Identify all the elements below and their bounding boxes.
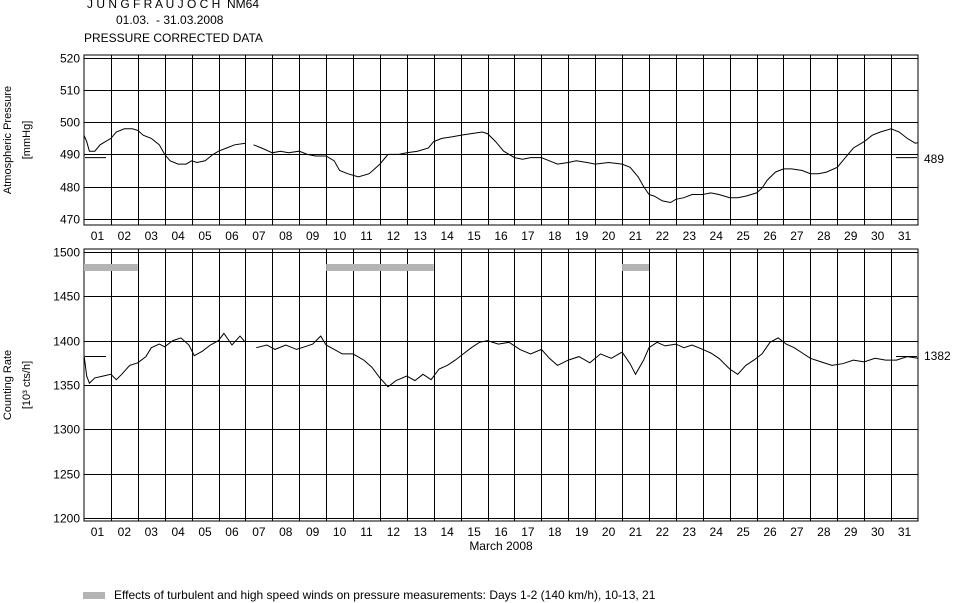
pressure-ytick-label: 520: [60, 52, 80, 66]
counting_rate-xtick-label: 19: [575, 525, 589, 539]
counting_rate-ytick-label: 1350: [53, 379, 80, 393]
pressure-xtick-label: 22: [656, 229, 670, 243]
counting_rate-xtick-label: 30: [871, 525, 885, 539]
pressure-xtick-label: 04: [171, 229, 185, 243]
pressure-reference-label: 489: [924, 152, 944, 166]
counting_rate-xtick-label: 21: [629, 525, 643, 539]
legend-text: Effects of turbulent and high speed wind…: [114, 588, 656, 602]
pressure-xtick-label: 01: [91, 229, 105, 243]
counting_rate-xtick-label: 09: [306, 525, 320, 539]
pressure-ytick-label: 510: [60, 84, 80, 98]
counting_rate-ytick-label: 1450: [53, 290, 80, 304]
pressure-ytick-label: 480: [60, 181, 80, 195]
pressure-xtick-label: 31: [898, 229, 912, 243]
wind-effect-bar: [84, 264, 138, 271]
pressure-xtick-label: 21: [629, 229, 643, 243]
pressure-xtick-label: 26: [763, 229, 777, 243]
counting_rate-xtick-label: 10: [333, 525, 347, 539]
counting_rate-yunit: [10³ cts/h]: [21, 361, 33, 409]
counting_rate-xtick-label: 20: [602, 525, 616, 539]
pressure-ytick-label: 470: [60, 213, 80, 227]
counting_rate-xlabel: March 2008: [469, 539, 533, 553]
counting_rate-xtick-label: 02: [118, 525, 132, 539]
pressure-xtick-label: 29: [844, 229, 858, 243]
pressure-xtick-label: 18: [548, 229, 562, 243]
counting_rate-xtick-label: 01: [91, 525, 105, 539]
counting_rate-ylabel: Counting Rate: [2, 350, 14, 420]
pressure-xtick-label: 15: [467, 229, 481, 243]
counting_rate-series-line: [84, 332, 246, 385]
pressure-xtick-label: 03: [145, 229, 159, 243]
counting_rate-xtick-label: 31: [898, 525, 912, 539]
pressure-xtick-label: 05: [198, 229, 212, 243]
counting_rate-xtick-label: 03: [145, 525, 159, 539]
counting_rate-xtick-label: 23: [683, 525, 697, 539]
wind-effect-bar: [622, 264, 649, 271]
pressure-xtick-label: 20: [602, 229, 616, 243]
pressure-xtick-label: 09: [306, 229, 320, 243]
counting_rate-ytick-label: 1250: [53, 468, 80, 482]
counting_rate-xtick-label: 25: [736, 525, 750, 539]
counting_rate-xtick-label: 29: [844, 525, 858, 539]
counting_rate-xtick-label: 07: [252, 525, 266, 539]
counting_rate-series-line: [256, 335, 918, 388]
counting_rate-xtick-label: 04: [171, 525, 185, 539]
counting_rate-xtick-label: 18: [548, 525, 562, 539]
counting_rate-ytick-label: 1200: [53, 512, 80, 526]
pressure-xtick-label: 19: [575, 229, 589, 243]
counting_rate-xtick-label: 13: [414, 525, 428, 539]
counting_rate-xtick-label: 17: [521, 525, 535, 539]
pressure-xtick-label: 08: [279, 229, 293, 243]
pressure-series-line: [84, 128, 246, 165]
counting_rate-xtick-label: 26: [763, 525, 777, 539]
pressure-xtick-label: 25: [736, 229, 750, 243]
pressure-panel: 470 480 490 500 510 520 01 02 03 04 05 06 07 08 09 10 11…: [2, 52, 944, 244]
period-label: 01.03. - 31.03.2008: [116, 13, 224, 27]
counting_rate-ytick-label: 1400: [53, 335, 80, 349]
pressure-frame: [83, 54, 919, 226]
counting_rate-reference-label: 1382: [924, 349, 951, 363]
counting_rate-ytick-label: 1300: [53, 423, 80, 437]
counting_rate-xtick-label: 11: [360, 525, 373, 539]
legend-swatch-wind: [83, 592, 105, 599]
pressure-xtick-label: 27: [790, 229, 804, 243]
pressure-xtick-label: 23: [683, 229, 697, 243]
pressure-xtick-label: 30: [871, 229, 885, 243]
counting_rate-xtick-label: 06: [225, 525, 239, 539]
counting_rate-ytick-label: 1500: [53, 246, 80, 260]
pressure-xtick-label: 11: [360, 229, 373, 243]
counting_rate-xtick-label: 27: [790, 525, 804, 539]
counting_rate-xtick-label: 08: [279, 525, 293, 539]
counting_rate-xtick-label: 24: [710, 525, 724, 539]
counting_rate-xtick-label: 22: [656, 525, 670, 539]
counting_rate-panel: 1200 1250 1300 1350 1400 1450 1500 01 02 03 04 05 06…: [2, 246, 951, 554]
station-title: J U N G F R A U J O C H NM64: [87, 0, 260, 11]
pressure-xtick-label: 28: [817, 229, 831, 243]
chart-subtitle: PRESSURE CORRECTED DATA: [84, 31, 263, 45]
pressure-ytick-label: 490: [60, 148, 80, 162]
pressure-xtick-label: 07: [252, 229, 266, 243]
counting_rate-xtick-label: 28: [817, 525, 831, 539]
pressure-xtick-label: 06: [225, 229, 239, 243]
wind-effect-bar: [326, 264, 434, 271]
pressure-yunit: [mmHg]: [21, 121, 33, 160]
pressure-xtick-label: 12: [387, 229, 401, 243]
counting_rate-xtick-label: 15: [467, 525, 481, 539]
pressure-xtick-label: 17: [521, 229, 535, 243]
pressure-xtick-label: 10: [333, 229, 347, 243]
counting_rate-xtick-label: 05: [198, 525, 212, 539]
pressure-xtick-label: 16: [494, 229, 508, 243]
counting_rate-xtick-label: 14: [441, 525, 455, 539]
pressure-xtick-label: 24: [710, 229, 724, 243]
pressure-xtick-label: 14: [441, 229, 455, 243]
pressure-xtick-label: 02: [118, 229, 132, 243]
pressure-series-line: [253, 128, 918, 204]
pressure-ylabel: Atmospheric Pressure: [2, 86, 14, 194]
counting_rate-xtick-label: 12: [387, 525, 401, 539]
pressure-ytick-label: 500: [60, 116, 80, 130]
counting_rate-xtick-label: 16: [494, 525, 508, 539]
pressure-xtick-label: 13: [414, 229, 428, 243]
